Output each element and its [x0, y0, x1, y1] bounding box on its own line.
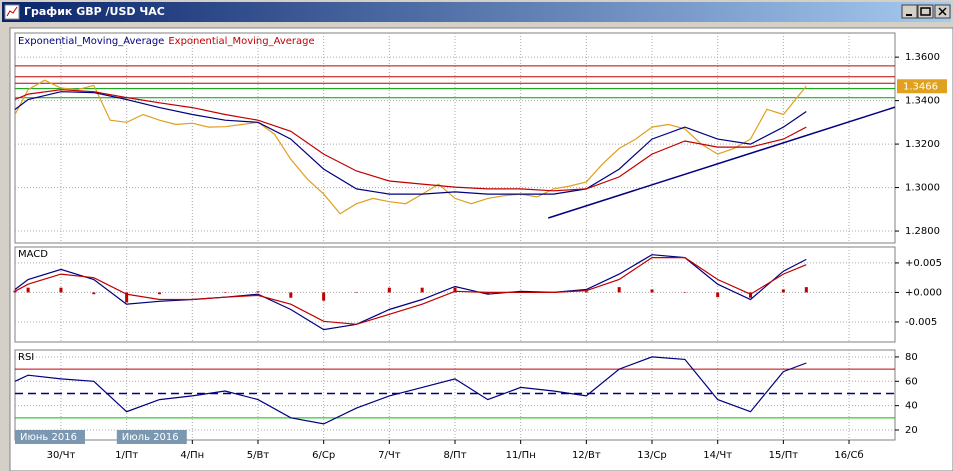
window-icon-glyph	[6, 6, 18, 17]
y-tick-label: 20	[905, 425, 918, 436]
period-label: Июнь 2016	[20, 432, 77, 443]
y-tick-label: 60	[905, 376, 918, 387]
series-line	[14, 257, 807, 325]
legend-entry: Exponential_Moving_Average	[18, 36, 164, 47]
period-box	[116, 430, 187, 444]
histogram-bar	[420, 287, 424, 293]
period-label: Июль 2016	[122, 432, 179, 443]
y-tick-label: +0.005	[905, 258, 942, 269]
histogram-bar	[354, 292, 358, 293]
histogram-bar	[650, 289, 654, 293]
histogram-bar	[223, 292, 227, 293]
x-tick-label: 8/Пт	[443, 450, 466, 461]
x-tick-label: 6/Ср	[312, 450, 335, 461]
window-title: График GBP /USD ЧАС	[24, 5, 165, 18]
series-line	[14, 89, 807, 192]
histogram-bar	[486, 292, 490, 295]
x-tick-label: 4/Пн	[180, 450, 204, 461]
y-tick-label: +0.000	[905, 287, 942, 298]
histogram-bar	[13, 290, 17, 293]
minimize-button[interactable]	[901, 4, 918, 19]
histogram-bar	[190, 292, 194, 293]
x-tick-label: 30/Чт	[47, 450, 76, 461]
panel-title: RSI	[18, 352, 34, 363]
x-tick-label: 15/Пт	[769, 450, 799, 461]
histogram-bar	[584, 291, 588, 293]
last-price-label: 1.3466	[903, 81, 938, 92]
histogram-bar	[125, 292, 129, 303]
histogram-bar	[716, 292, 720, 298]
histogram-bar	[59, 287, 63, 293]
histogram-bar	[92, 292, 96, 295]
x-tick-label: 13/Ср	[637, 450, 666, 461]
y-tick-label: 40	[905, 401, 918, 412]
histogram-bar	[26, 287, 30, 293]
x-tick-label: 11/Пн	[506, 450, 536, 461]
histogram-bar	[157, 292, 161, 295]
panel-title: MACD	[18, 249, 48, 260]
histogram-bar	[256, 291, 260, 293]
period-box	[15, 430, 85, 444]
legend-entry: Exponential_Moving_Average	[168, 36, 314, 47]
x-tick-label: 12/Вт	[572, 450, 601, 461]
series-line	[14, 356, 807, 425]
maximize-glyph	[920, 7, 931, 16]
histogram-bar	[322, 292, 326, 301]
series-line	[14, 91, 807, 195]
chart-area	[9, 27, 953, 471]
close-glyph	[938, 7, 947, 16]
histogram-bar	[781, 289, 785, 293]
x-tick-label: 7/Чт	[378, 450, 401, 461]
y-tick-label: 1.2800	[905, 226, 940, 237]
y-tick-label: -0.005	[905, 317, 937, 328]
histogram-bar	[387, 287, 391, 293]
y-tick-label: 1.3400	[905, 96, 940, 107]
histogram-bar	[749, 292, 753, 298]
x-tick-label: 5/Вт	[247, 450, 270, 461]
histogram-bar	[617, 287, 621, 293]
x-tick-label: 14/Чт	[703, 450, 732, 461]
last-price-box	[897, 79, 947, 94]
histogram-bar	[683, 292, 687, 293]
y-tick-label: 80	[905, 352, 918, 363]
histogram-bar	[804, 287, 808, 293]
y-tick-label: 1.3600	[905, 52, 940, 63]
x-tick-label: 1/Пт	[115, 450, 138, 461]
title-bar	[2, 2, 951, 22]
histogram-bar	[453, 287, 457, 293]
histogram-bar	[289, 292, 293, 298]
y-tick-label: 1.3200	[905, 139, 940, 150]
trend-line	[548, 106, 896, 219]
y-tick-label: 1.3000	[905, 183, 940, 194]
x-tick-label: 16/Сб	[834, 450, 863, 461]
